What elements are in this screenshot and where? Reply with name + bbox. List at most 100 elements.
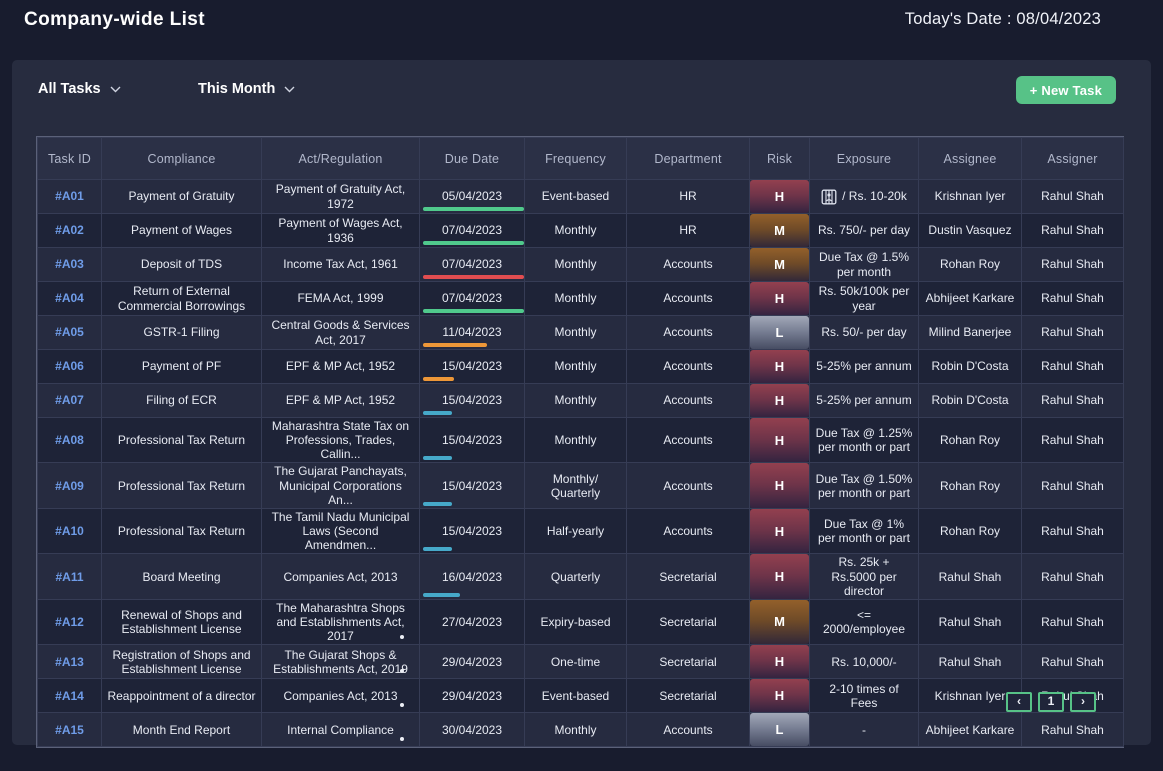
due-date-cell: 29/04/2023	[419, 644, 525, 680]
page-number-button[interactable]: 1	[1038, 692, 1064, 712]
department-cell: HR	[626, 179, 750, 214]
table-row: #A04 Return of External Commercial Borrow…	[37, 281, 1124, 316]
risk-badge: H	[750, 384, 809, 417]
frequency-cell: Monthly/ Quarterly	[524, 462, 627, 509]
act-regulation-cell: Companies Act, 2013	[261, 553, 420, 600]
col-header-risk: Risk	[749, 137, 810, 180]
chevron-down-icon	[110, 86, 121, 93]
task-id-cell[interactable]: #A10	[37, 507, 102, 555]
task-id-cell[interactable]: #A11	[37, 553, 102, 600]
task-id-cell[interactable]: #A15	[37, 712, 102, 748]
marker-dot-icon	[400, 635, 404, 640]
act-regulation-cell: The Tamil Nadu Municipal Laws (Second Am…	[261, 507, 420, 555]
due-progress-bar	[423, 501, 453, 506]
task-id-cell[interactable]: #A02	[37, 213, 102, 248]
due-progress-bar	[423, 411, 453, 415]
period-filter-dropdown[interactable]: This Month	[198, 81, 295, 97]
risk-cell: H	[749, 644, 810, 680]
task-id-cell[interactable]: #A13	[37, 644, 102, 680]
new-task-button[interactable]: + New Task	[1015, 76, 1116, 104]
exposure-cell: Rs. 10,000/-	[809, 644, 919, 680]
col-header-assigner: Assigner	[1021, 137, 1124, 180]
due-progress-bar	[423, 309, 524, 313]
assigner-cell: Rahul Shah	[1021, 416, 1124, 464]
assignee-cell: Robin D'Costa	[918, 349, 1022, 384]
task-id-cell[interactable]: #A14	[37, 678, 102, 714]
table-row: #A01 Payment of Gratuity Payment of Gratui…	[37, 179, 1124, 214]
chevron-down-icon	[284, 86, 295, 93]
frequency-cell: Monthly	[524, 383, 627, 418]
frequency-cell: Monthly	[524, 213, 627, 248]
risk-cell: H	[749, 507, 810, 555]
department-cell: Accounts	[626, 281, 750, 316]
due-progress-bar	[423, 547, 453, 552]
exposure-cell: Due Tax @ 1% per month or part	[809, 507, 919, 555]
exposure-cell: <= 2000/employee	[809, 598, 919, 646]
risk-badge: M	[750, 599, 809, 645]
task-id-cell[interactable]: #A12	[37, 598, 102, 646]
compliance-cell: Return of External Commercial Borrowings	[101, 281, 262, 316]
due-date-cell: 07/04/2023	[419, 281, 525, 316]
act-regulation-cell: EPF & MP Act, 1952	[261, 349, 420, 384]
risk-badge: H	[750, 645, 809, 679]
risk-badge: H	[750, 554, 809, 599]
pagination: ‹ 1 ›	[1006, 692, 1096, 712]
due-date-cell: 15/04/2023	[419, 349, 525, 384]
task-id-cell[interactable]: #A06	[37, 349, 102, 384]
todays-date: Today's Date : 08/04/2023	[904, 10, 1101, 28]
table-header-row: Task ID Compliance Act/Regulation Due Date F…	[37, 137, 1124, 180]
department-cell: Secretarial	[626, 598, 750, 646]
frequency-cell: Monthly	[524, 247, 627, 282]
risk-badge: H	[750, 418, 809, 463]
assignee-cell: Rohan Roy	[918, 416, 1022, 464]
act-regulation-cell: Maharashtra State Tax on Professions, Tr…	[261, 416, 420, 464]
table-row: #A02 Payment of Wages Payment of Wages Act…	[37, 213, 1124, 248]
due-date-cell: 05/04/2023	[419, 179, 525, 214]
department-cell: Accounts	[626, 247, 750, 282]
tasks-table-container: Task ID Compliance Act/Regulation Due Date F…	[36, 136, 1124, 749]
assigner-cell: Rahul Shah	[1021, 712, 1124, 748]
prev-page-button[interactable]: ‹	[1006, 692, 1032, 712]
frequency-cell: One-time	[524, 644, 627, 680]
risk-badge: L	[750, 713, 809, 747]
risk-cell: L	[749, 315, 810, 350]
assigner-cell: Rahul Shah	[1021, 507, 1124, 555]
act-regulation-cell: The Gujarat Panchayats, Municipal Corpor…	[261, 462, 420, 509]
act-regulation-cell: Central Goods & Services Act, 2017	[261, 315, 420, 350]
risk-cell: H	[749, 281, 810, 316]
exposure-cell: Due Tax @ 1.5% per month	[809, 247, 919, 282]
department-cell: Secretarial	[626, 678, 750, 714]
task-id-cell[interactable]: #A08	[37, 416, 102, 464]
compliance-cell: Payment of Wages	[101, 213, 262, 248]
filter-bar: All Tasks This Month + New Task	[12, 60, 1151, 120]
frequency-cell: Event-based	[524, 179, 627, 214]
compliance-cell: Reappointment of a director	[101, 678, 262, 714]
frequency-cell: Expiry-based	[524, 598, 627, 646]
task-id-cell[interactable]: #A05	[37, 315, 102, 350]
exposure-text: / Rs. 10-20k	[842, 189, 907, 204]
tasks-filter-dropdown[interactable]: All Tasks	[38, 81, 121, 97]
col-header-act-regulation: Act/Regulation	[261, 137, 420, 180]
task-id-cell[interactable]: #A07	[37, 383, 102, 418]
act-regulation-cell: Payment of Gratuity Act, 1972	[261, 179, 420, 214]
risk-cell: M	[749, 598, 810, 646]
task-id-cell[interactable]: #A01	[37, 179, 102, 214]
task-id-cell[interactable]: #A04	[37, 281, 102, 316]
task-id-cell[interactable]: #A09	[37, 462, 102, 509]
assigner-cell: Rahul Shah	[1021, 383, 1124, 418]
task-id-cell[interactable]: #A03	[37, 247, 102, 282]
period-filter-label: This Month	[198, 81, 276, 97]
assignee-cell: Milind Banerjee	[918, 315, 1022, 350]
frequency-cell: Half-yearly	[524, 507, 627, 555]
jail-icon	[821, 189, 837, 204]
exposure-cell: 5-25% per annum	[809, 383, 919, 418]
task-table-body: #A01 Payment of Gratuity Payment of Gratui…	[37, 179, 1124, 748]
next-page-button[interactable]: ›	[1070, 692, 1096, 712]
exposure-cell: / Rs. 10-20k	[809, 179, 919, 214]
compliance-cell: Filing of ECR	[101, 383, 262, 418]
due-progress-bar	[423, 592, 461, 597]
department-cell: Secretarial	[626, 553, 750, 600]
risk-cell: H	[749, 678, 810, 714]
assignee-cell: Abhijeet Karkare	[918, 281, 1022, 316]
due-date-cell: 07/04/2023	[419, 247, 525, 282]
